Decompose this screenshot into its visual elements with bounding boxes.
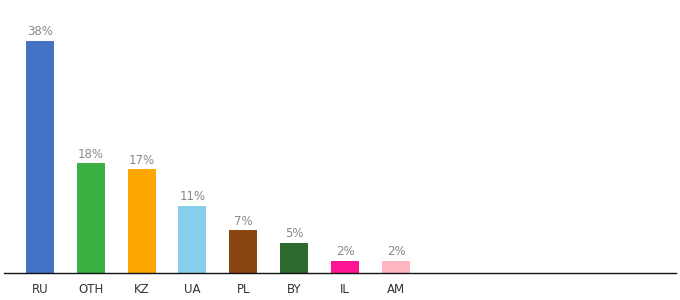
Text: 18%: 18% <box>78 148 103 160</box>
Text: 17%: 17% <box>129 154 154 167</box>
Bar <box>178 206 207 273</box>
Bar <box>77 163 105 273</box>
Bar <box>280 242 308 273</box>
Text: 2%: 2% <box>336 245 354 258</box>
Bar <box>331 261 359 273</box>
Text: 11%: 11% <box>180 190 205 203</box>
Text: 7%: 7% <box>234 215 253 228</box>
Bar <box>382 261 410 273</box>
Text: 5%: 5% <box>285 227 303 240</box>
Text: 38%: 38% <box>27 26 53 38</box>
Bar <box>26 41 54 273</box>
Bar <box>229 230 257 273</box>
Bar <box>128 169 156 273</box>
Text: 2%: 2% <box>387 245 405 258</box>
